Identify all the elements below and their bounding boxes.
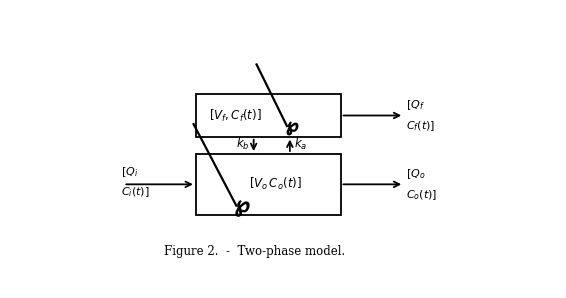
Bar (196, 154, 341, 215)
Text: $[V_f, C_f(t)]$: $[V_f, C_f(t)]$ (209, 108, 261, 124)
Text: $C_o(t)]$: $C_o(t)]$ (406, 188, 438, 201)
Text: Figure 2.  -  Two-phase model.: Figure 2. - Two-phase model. (164, 245, 346, 258)
Text: $[Q_i$: $[Q_i$ (121, 165, 139, 179)
Text: $C_f(t)]$: $C_f(t)]$ (406, 119, 436, 133)
Text: $C_i(t)]$: $C_i(t)]$ (121, 185, 150, 199)
Text: $k_a$: $k_a$ (294, 136, 307, 152)
Text: $k_b$: $k_b$ (235, 136, 249, 152)
Text: $[Q_f$: $[Q_f$ (406, 98, 425, 112)
Text: $[V_o\, C_o(t)]$: $[V_o\, C_o(t)]$ (249, 176, 302, 193)
Text: $[Q_o$: $[Q_o$ (406, 167, 426, 181)
Bar (196, 94, 341, 137)
